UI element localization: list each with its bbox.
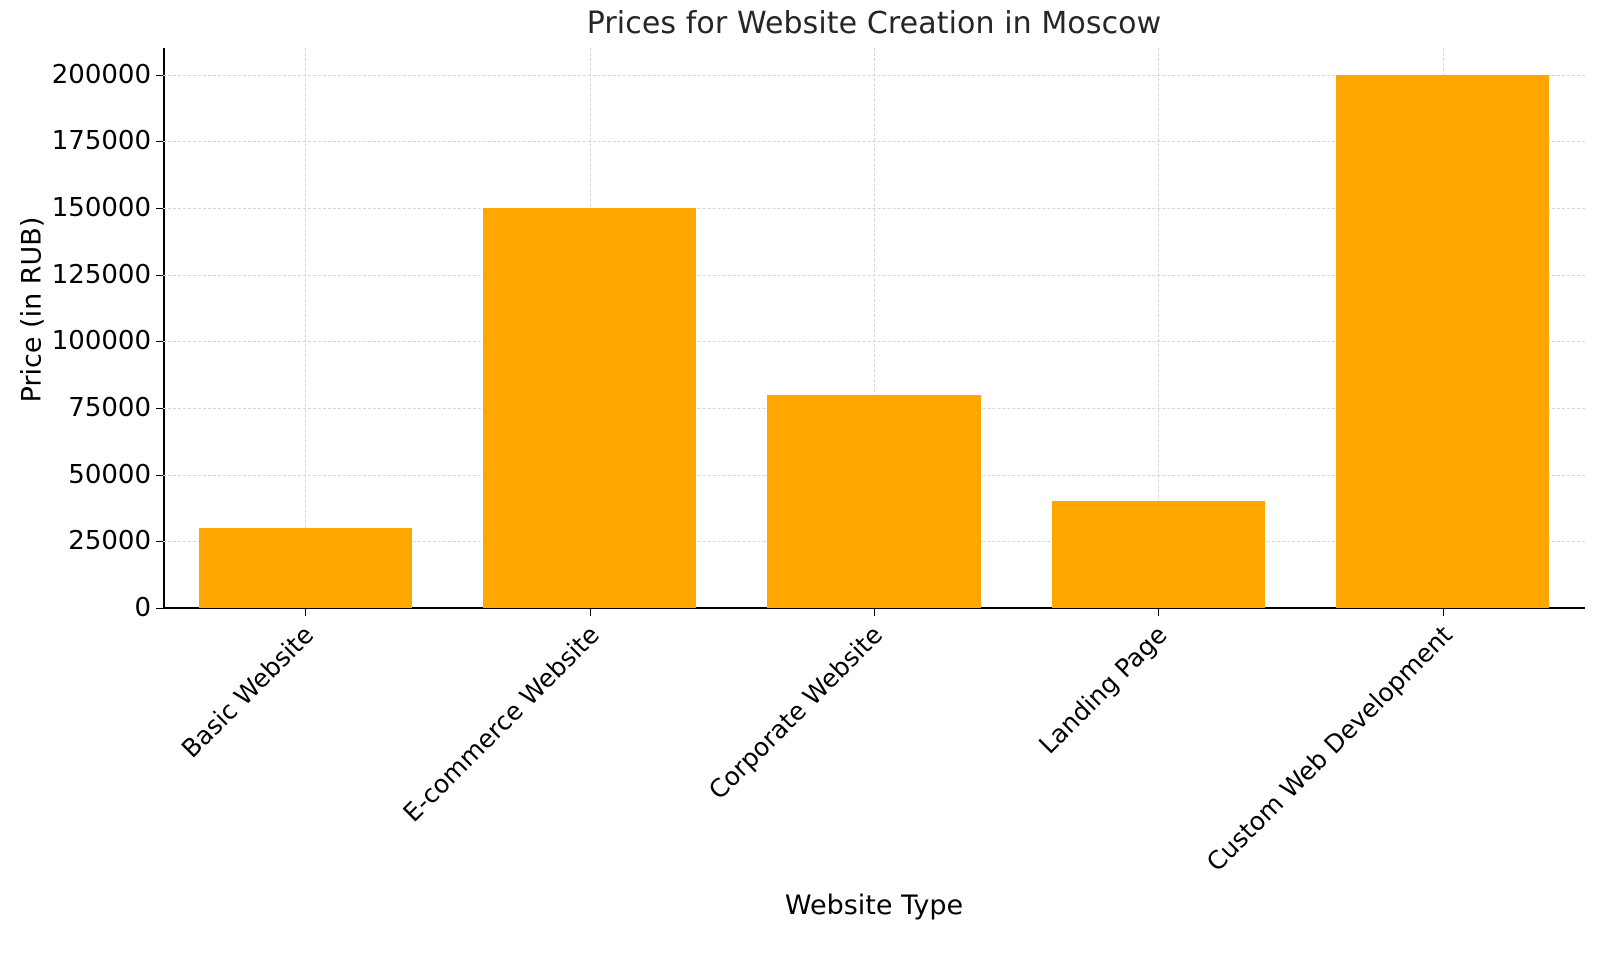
- chart-title: Prices for Website Creation in Moscow: [586, 6, 1162, 41]
- y-tick-label: 200000: [51, 59, 151, 90]
- y-tick-mark: [156, 141, 163, 143]
- x-tick-label: Landing Page: [1033, 620, 1173, 760]
- x-tick-label: Corporate Website: [703, 620, 889, 805]
- bar: [198, 528, 412, 608]
- y-tick-mark: [156, 341, 163, 343]
- x-axis-label: Website Type: [784, 890, 964, 921]
- y-tick-label: 50000: [68, 459, 151, 490]
- y-tick-mark: [156, 208, 163, 209]
- bar: [1051, 501, 1266, 608]
- y-tick-label: 0: [134, 593, 151, 623]
- y-tick-label: 125000: [51, 259, 151, 290]
- y-tick-label: 100000: [51, 326, 151, 357]
- y-tick-mark: [156, 541, 163, 543]
- bar: [482, 208, 697, 608]
- y-axis-label: Price (in RUB): [16, 216, 48, 403]
- y-tick-mark: [156, 474, 163, 476]
- y-tick-mark: [156, 608, 163, 609]
- y-tick-mark: [156, 74, 163, 76]
- y-tick-label: 175000: [51, 126, 151, 157]
- x-tick-label: Custom Web Development: [1200, 620, 1458, 878]
- y-axis-spine: [163, 48, 165, 609]
- x-tick-mark: [1158, 608, 1160, 616]
- gridline-vertical: [874, 48, 875, 608]
- x-tick-mark: [1442, 608, 1444, 616]
- bar: [1336, 74, 1550, 608]
- x-tick-label: E-commerce Website: [397, 620, 605, 828]
- y-tick-label: 75000: [68, 393, 151, 423]
- y-tick-label: 150000: [51, 193, 151, 223]
- y-tick-label: 25000: [68, 526, 151, 557]
- plot-area: 0 25000 50000 75000 100000 125000 150000 175000…: [52, 48, 1585, 623]
- bar: [767, 394, 981, 608]
- gridline-vertical: [305, 48, 307, 608]
- y-tick-mark: [156, 408, 163, 409]
- x-tick-mark: [589, 608, 591, 616]
- gridline-vertical: [1158, 48, 1160, 608]
- x-tick-mark: [305, 608, 307, 616]
- y-tick-mark: [156, 274, 163, 276]
- x-tick-label: Basic Website: [176, 620, 320, 764]
- x-tick-mark: [874, 608, 875, 616]
